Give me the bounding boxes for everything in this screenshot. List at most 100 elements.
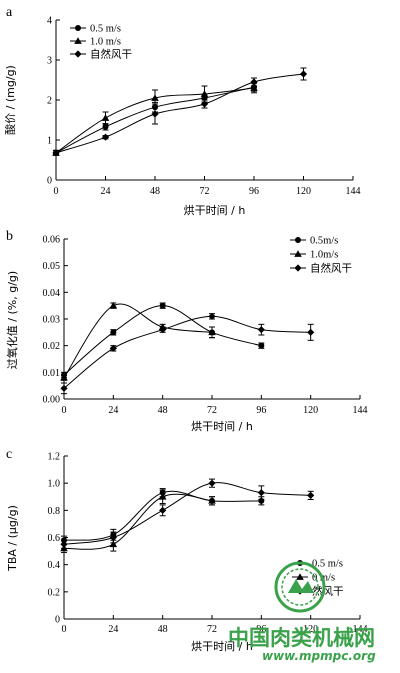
watermark-site-name: 中国肉类机械网: [228, 626, 375, 650]
y-tick-label: 4: [47, 16, 52, 27]
data-point: [159, 326, 167, 334]
data-point: [60, 540, 68, 548]
data-point: [101, 114, 110, 121]
legend-marker: [74, 50, 82, 58]
series-line: [63, 493, 213, 550]
y-tick-label: 1.2: [48, 452, 61, 463]
watermark-logo-ring-icon: [281, 568, 319, 606]
x-tick-label: 0: [62, 405, 67, 416]
panel-letter: c: [6, 447, 12, 462]
data-point: [307, 491, 315, 499]
chart-panel-c: c 0 24 48 72 96 120 144 0 0.2 0.4 0.6 0.8 1.0 1.2 烘干时间 …: [6, 447, 368, 653]
x-tick-label: 96: [249, 186, 259, 197]
x-tick-label: 144: [353, 405, 368, 416]
x-tick-label: 24: [108, 624, 118, 635]
data-point: [258, 342, 265, 349]
data-point: [208, 312, 216, 320]
legend-label: 1.0m/s: [310, 250, 338, 261]
x-tick-label: 120: [303, 624, 318, 635]
data-point: [257, 489, 265, 497]
y-tick-label: 2: [47, 96, 52, 107]
panel-letter: a: [6, 5, 13, 20]
x-tick-label: 48: [158, 405, 168, 416]
y-tick-label: 0.4: [48, 560, 61, 571]
series-line: [63, 303, 213, 378]
x-tick-label: 0: [54, 186, 59, 197]
legend-label: 自然风干: [90, 48, 132, 61]
data-point: [101, 133, 110, 141]
x-tick-label: 144: [346, 186, 361, 197]
x-tick-label: 72: [207, 405, 217, 416]
data-point: [299, 70, 308, 78]
data-point: [307, 328, 315, 336]
y-tick-label: 0.6: [48, 533, 61, 544]
x-axis-title: 烘干时间 / h: [191, 419, 253, 433]
x-tick-label: 0: [62, 624, 67, 635]
data-point: [250, 84, 258, 91]
legend-marker: [294, 264, 302, 272]
panel-letter: b: [6, 229, 13, 244]
data-point: [110, 329, 117, 336]
y-tick-label: 0.2: [48, 587, 61, 598]
legend-label: 自然风干: [310, 262, 352, 275]
y-tick-label: 0.01: [43, 368, 61, 379]
watermark-gear-icon: [288, 579, 314, 593]
data-point: [159, 506, 167, 514]
series-triangle: [60, 301, 216, 381]
y-tick-label: 1.0: [48, 479, 61, 490]
y-tick-label: 0.00: [43, 395, 61, 406]
data-point: [102, 123, 109, 130]
data-point: [257, 326, 265, 334]
data-point: [208, 497, 216, 504]
data-point: [200, 90, 209, 97]
legend-label: 0.5 m/s: [90, 24, 121, 35]
series-diamond: [60, 312, 315, 395]
x-tick-label: 144: [353, 624, 368, 635]
data-point: [109, 301, 118, 309]
y-tick-label: 0.03: [43, 315, 61, 326]
series-diamond: [60, 478, 315, 549]
y-tick-label: 3: [47, 56, 52, 67]
legend-label: 1.0 m/s: [90, 37, 121, 48]
data-point: [109, 533, 117, 542]
data-point: [109, 540, 118, 548]
series-line: [63, 482, 311, 545]
watermark-logo-icon: [274, 561, 326, 613]
y-axis-title: 过氧化值 / (%, g/g): [5, 271, 19, 369]
legend-label: 然风干: [312, 585, 344, 598]
data-point: [159, 302, 166, 309]
legend-marker: [295, 237, 301, 243]
x-tick-label: 72: [200, 186, 210, 197]
data-point: [60, 373, 68, 381]
x-tick-label: 72: [207, 624, 217, 635]
series-line: [55, 73, 304, 154]
x-tick-label: 48: [150, 186, 160, 197]
legend-marker: [296, 573, 304, 580]
y-tick-label: 0.05: [43, 261, 61, 272]
x-tick-label: 48: [158, 624, 168, 635]
y-tick-label: 0.06: [43, 235, 61, 246]
y-axis-title: 酸价 / (mg/g): [3, 65, 17, 135]
data-point: [158, 492, 167, 500]
legend-label: 0.5 m/s: [312, 559, 343, 570]
data-point: [151, 110, 159, 118]
legend-marker: [294, 250, 302, 257]
y-tick-label: 0.04: [43, 288, 61, 299]
y-axis-title: TBA / (μg/g): [6, 505, 19, 572]
data-point: [151, 94, 159, 101]
y-tick-label: 1: [47, 136, 52, 147]
y-tick-label: 0: [47, 176, 52, 187]
y-tick-label: 0: [55, 615, 60, 626]
chart-panel-a: a 0 24 48 72 96 120 144 0 1 2 3 4 烘干时间 / h 酸价 / (mg/g)…: [3, 5, 361, 217]
data-point: [52, 149, 60, 157]
x-tick-label: 96: [256, 405, 266, 416]
data-point: [109, 344, 117, 352]
x-tick-label: 24: [108, 405, 118, 416]
series-circle: [61, 302, 265, 379]
legend-label: 0.5m/s: [310, 236, 338, 247]
x-tick-label: 96: [256, 624, 266, 635]
x-tick-label: 24: [101, 186, 111, 197]
